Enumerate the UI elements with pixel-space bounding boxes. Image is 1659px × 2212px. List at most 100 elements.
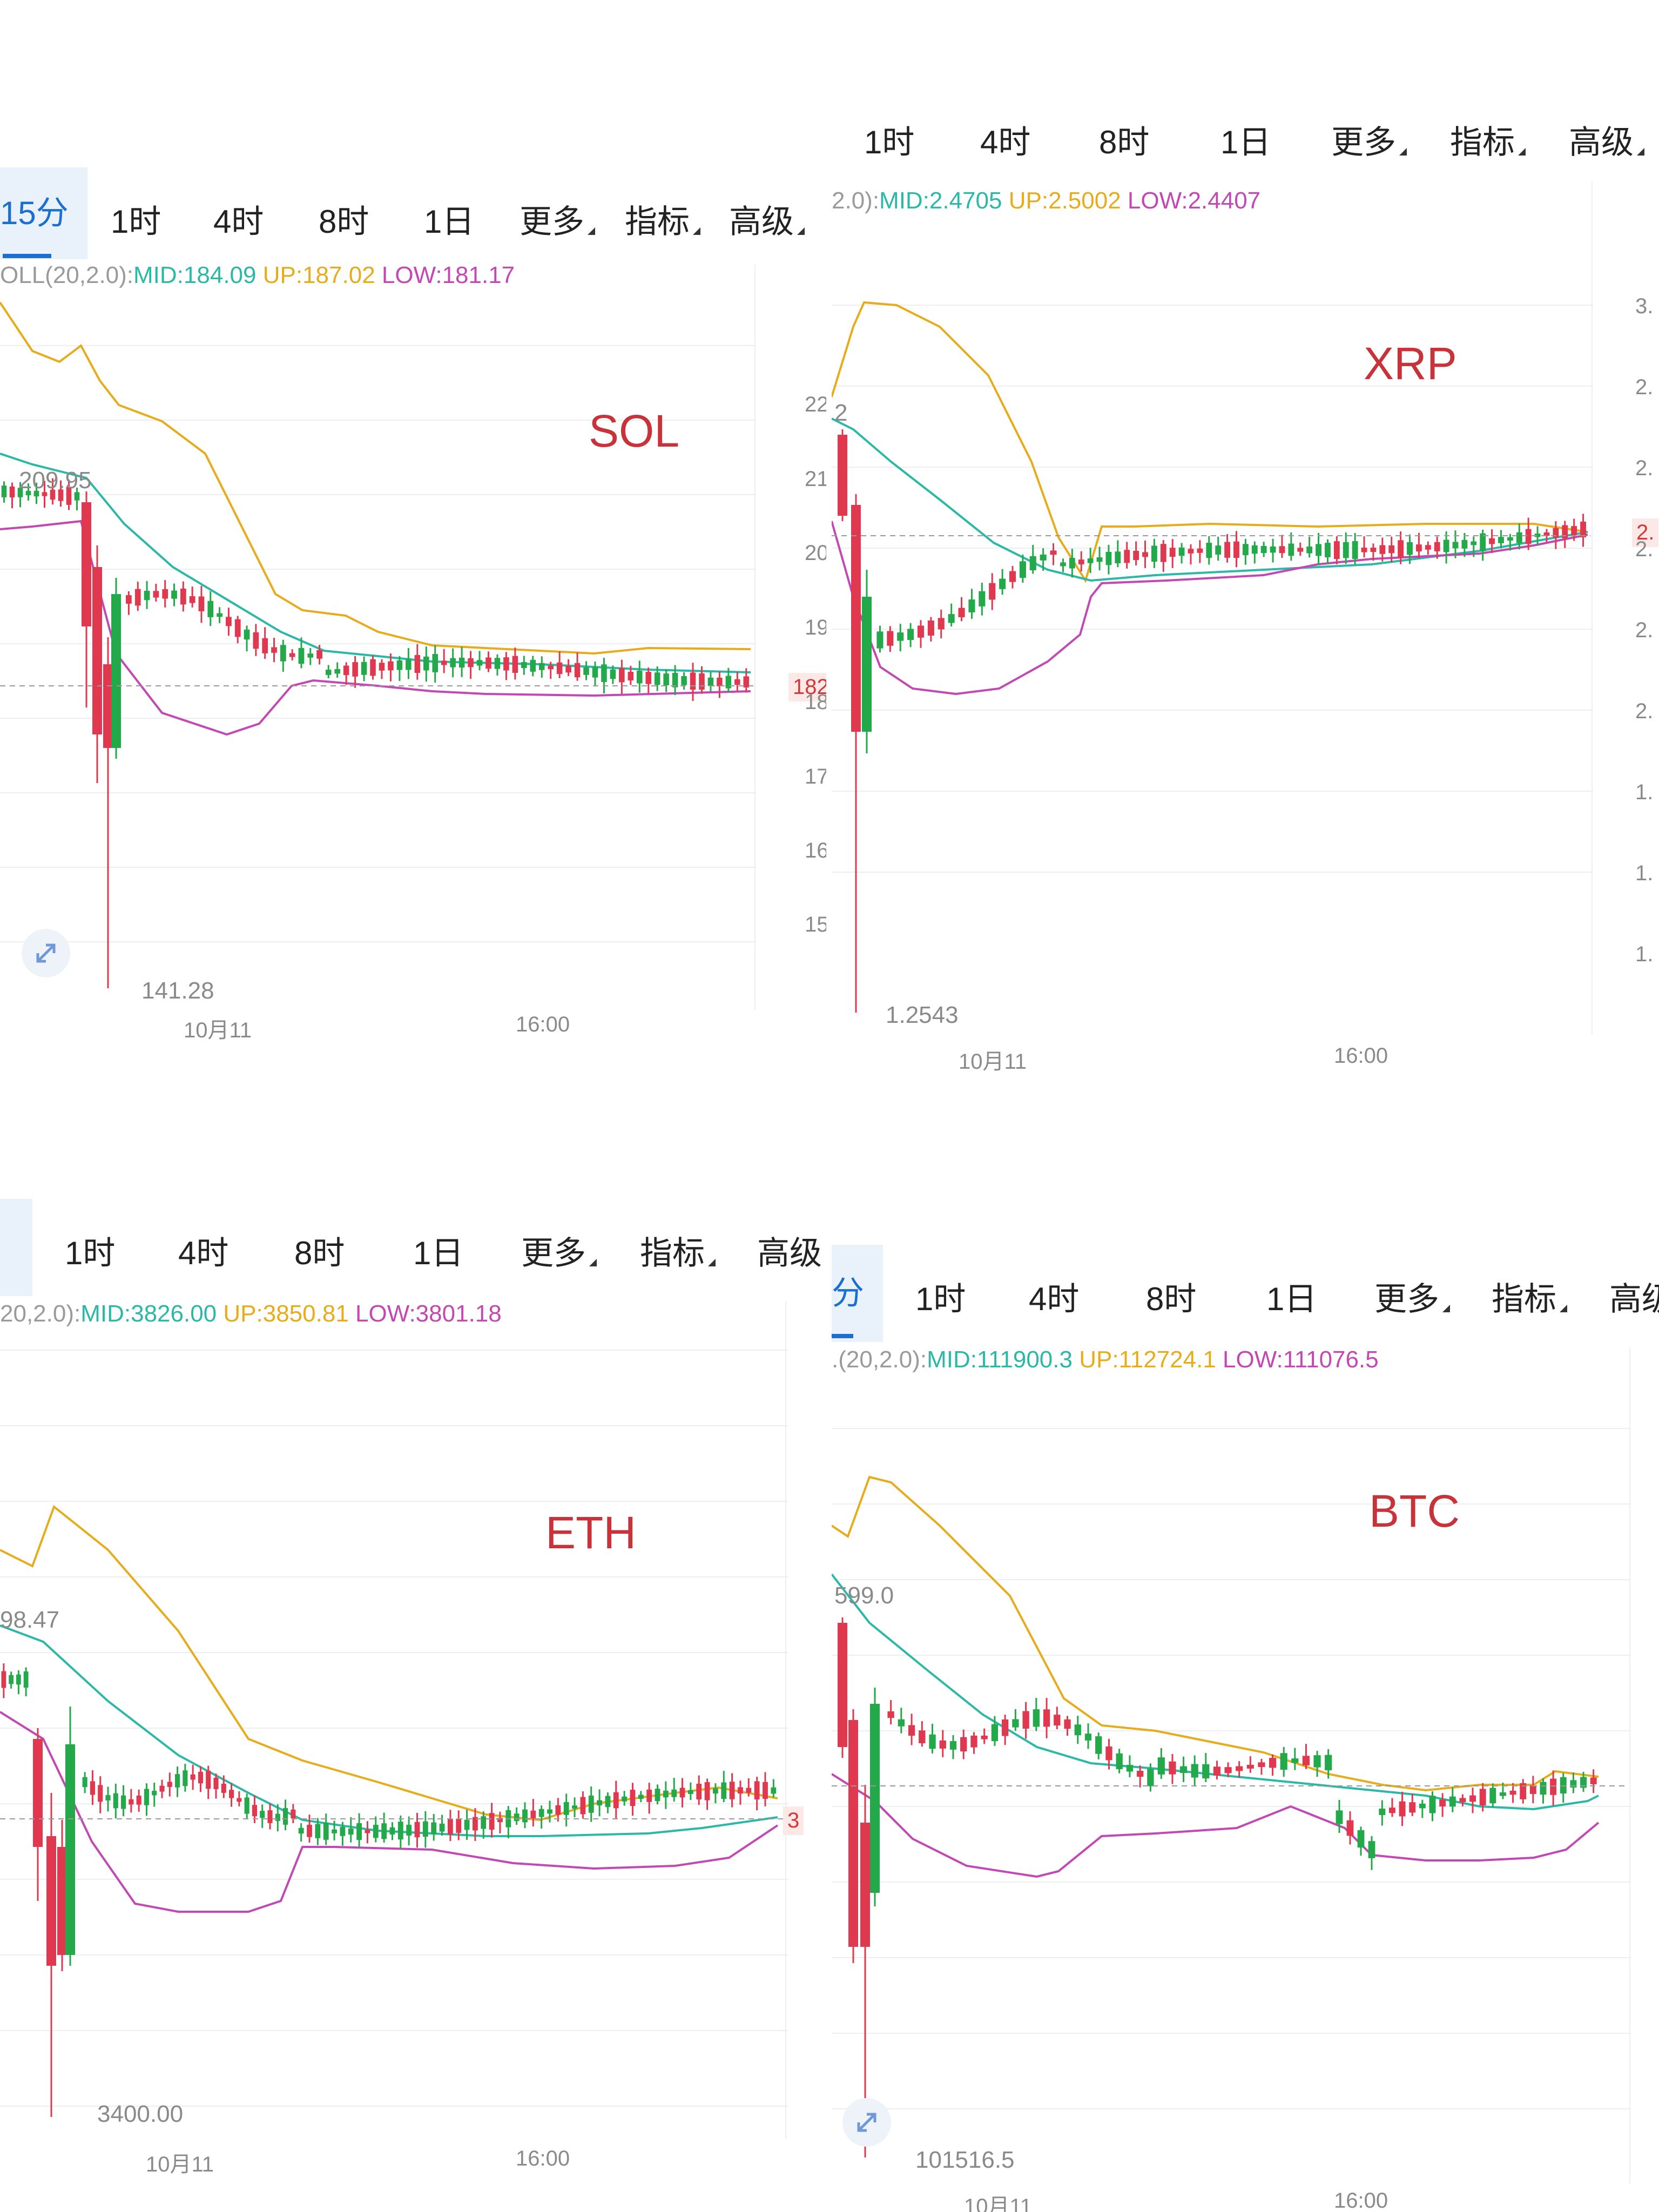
candle [690, 672, 696, 690]
candle [1520, 1783, 1527, 1799]
candle [970, 1735, 977, 1748]
candle [981, 1735, 988, 1739]
xrp-y-tick: 2. [1635, 618, 1654, 642]
candle [1095, 1736, 1102, 1754]
tab-indicators[interactable]: 指标 [1492, 1273, 1567, 1320]
candle [152, 1791, 157, 1796]
candle [1133, 551, 1139, 560]
xrp-y-tick: 1. [1635, 861, 1654, 885]
tab-1h[interactable]: 1时 [111, 204, 161, 240]
candle [343, 665, 349, 676]
candle [1479, 1789, 1486, 1806]
candle [556, 662, 563, 675]
xrp-coin-label: XRP [1364, 338, 1457, 389]
dropdown-triangle-icon [1442, 1305, 1450, 1312]
candle [1379, 1809, 1386, 1815]
sol-candlestick-chart [0, 265, 756, 1010]
candle [1580, 521, 1586, 537]
tab-1h[interactable]: 1时 [864, 124, 915, 160]
candle [33, 490, 39, 497]
candle [1105, 1746, 1112, 1761]
candle [968, 599, 975, 612]
tab-more[interactable]: 更多 [1374, 1273, 1450, 1320]
tab-more[interactable]: 更多 [521, 1227, 597, 1274]
candle [90, 1781, 95, 1795]
candle [681, 676, 687, 685]
tab-more[interactable]: 更多 [1331, 116, 1407, 163]
tab-1d[interactable]: 1日 [1220, 124, 1271, 160]
tab-1h[interactable]: 1时 [65, 1235, 116, 1271]
btc-timeframe-tabs: 分 1时 4时 8时 1日 更多 指标 高级 [832, 1245, 1659, 1342]
dropdown-triangle-icon [1637, 148, 1644, 156]
candle [1461, 539, 1468, 549]
tab-8h[interactable]: 8时 [1099, 124, 1150, 160]
tab-1d[interactable]: 1日 [424, 204, 475, 240]
candle [1590, 1777, 1597, 1784]
tab-15m[interactable] [0, 1199, 32, 1296]
tab-1h[interactable]: 1时 [915, 1281, 966, 1317]
tab-4h[interactable]: 4时 [178, 1235, 229, 1271]
tab-indicators[interactable]: 指标 [1450, 116, 1526, 163]
candle [1019, 561, 1026, 578]
tab-advanced[interactable]: 高级 [729, 195, 805, 242]
tab-indicators[interactable]: 指标 [625, 195, 700, 242]
tab-15m[interactable]: 分 [832, 1245, 883, 1342]
candle [771, 1787, 777, 1794]
candle [217, 613, 222, 617]
expand-icon[interactable] [842, 2098, 891, 2147]
candle [574, 663, 581, 678]
candle [514, 1813, 520, 1822]
candle [162, 589, 168, 599]
eth-x-label-date: 10月11 [146, 2153, 214, 2176]
candle [1206, 543, 1212, 558]
candle [1361, 548, 1367, 552]
candle [1571, 526, 1577, 535]
candle [1325, 1755, 1332, 1771]
tab-15m[interactable]: 15分 [0, 167, 87, 259]
candle [229, 1790, 234, 1798]
candle [244, 629, 250, 640]
candle [512, 656, 518, 673]
candle [979, 591, 986, 606]
candle [1550, 1778, 1557, 1795]
eth-boll-legend: 20,2.0):MID:3826.00 UP:3850.81 LOW:3801.… [0, 1300, 502, 1327]
tab-4h[interactable]: 4时 [1029, 1281, 1080, 1317]
candle [1251, 545, 1258, 554]
btc-high-annotation: 599.0 [834, 1582, 894, 1609]
tab-4h[interactable]: 4时 [980, 124, 1031, 160]
candle [1416, 544, 1422, 552]
tab-8h[interactable]: 8时 [1146, 1281, 1197, 1317]
tab-1d[interactable]: 1日 [413, 1235, 464, 1271]
tab-1d[interactable]: 1日 [1266, 1281, 1317, 1317]
candle [887, 1711, 894, 1718]
candle [1540, 1782, 1547, 1795]
tab-8h[interactable]: 8时 [319, 204, 369, 240]
tab-advanced[interactable]: 高级 [1569, 116, 1644, 163]
candle [565, 666, 571, 673]
candle [1498, 537, 1504, 543]
candle [638, 1795, 644, 1799]
candle [628, 672, 634, 680]
candle [1452, 542, 1459, 549]
tab-indicators[interactable]: 指标 [640, 1227, 716, 1274]
candle [291, 1809, 296, 1819]
active-tab-underline [3, 254, 51, 258]
expand-icon[interactable] [22, 929, 70, 977]
candle [583, 667, 589, 675]
tab-4h[interactable]: 4时 [213, 204, 264, 240]
tab-more[interactable]: 更多 [520, 195, 595, 242]
candle [1160, 544, 1166, 562]
candle [734, 679, 740, 685]
tab-advanced[interactable]: 高级 [757, 1235, 822, 1271]
btc-x-label-time: 16:00 [1334, 2189, 1388, 2212]
candle [275, 1813, 280, 1821]
candle [1126, 1765, 1134, 1772]
candle [1, 1671, 6, 1688]
candle [481, 1816, 487, 1829]
tab-8h[interactable]: 8时 [294, 1235, 345, 1271]
xrp-y-tick: 2. [1635, 537, 1654, 561]
candle [630, 1790, 636, 1806]
xrp-high-annotation: 2 [834, 400, 848, 426]
candle [619, 668, 625, 683]
tab-advanced[interactable]: 高级 [1609, 1281, 1659, 1317]
